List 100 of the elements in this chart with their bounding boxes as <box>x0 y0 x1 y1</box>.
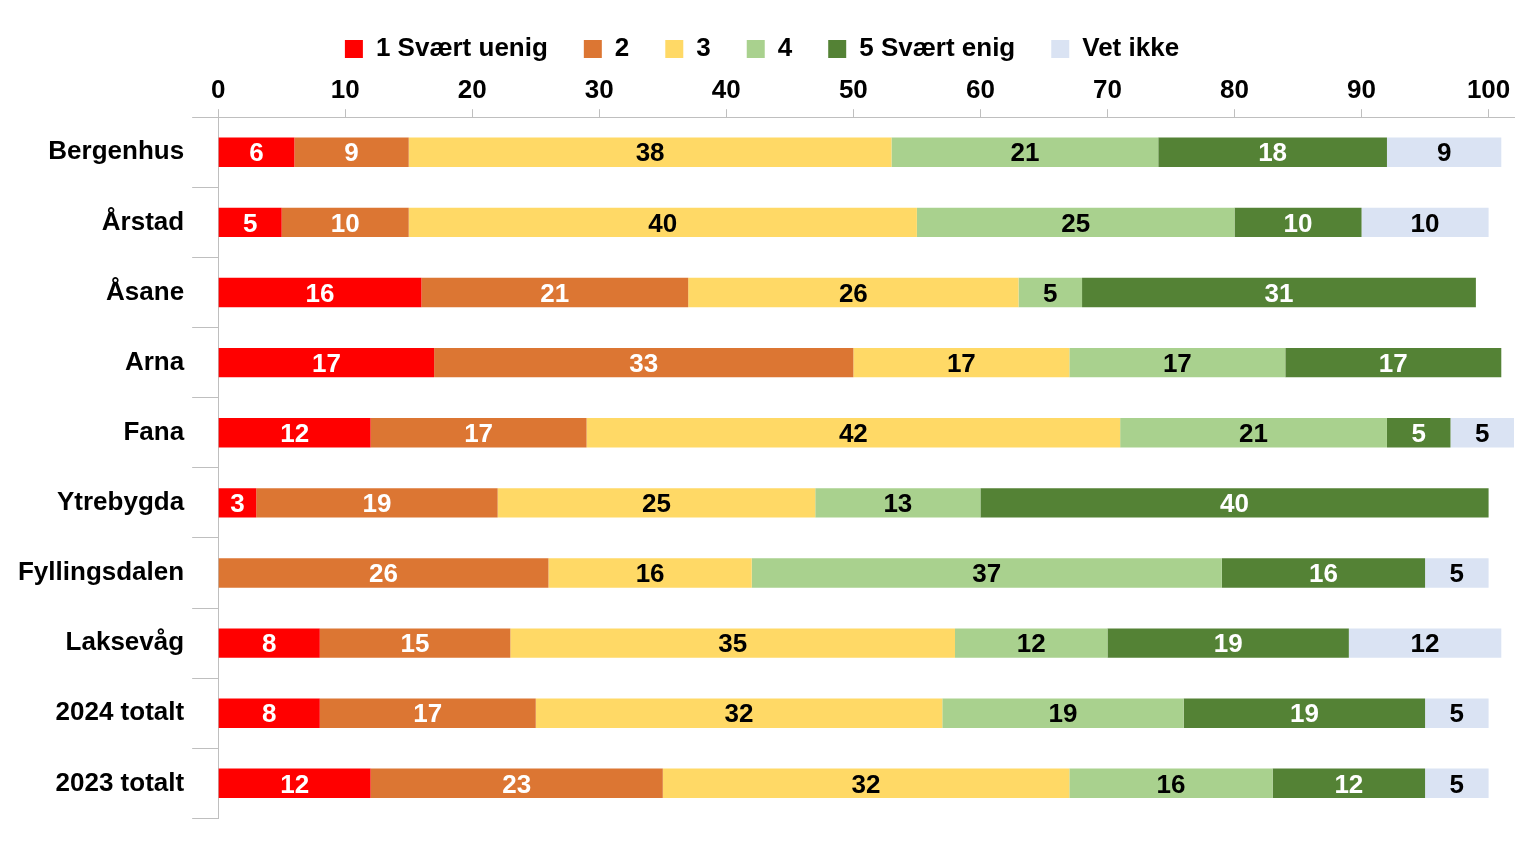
y-tick-label: Bergenhus <box>48 135 185 166</box>
bar <box>1361 207 1489 238</box>
bar <box>218 768 371 799</box>
data-label: 32 <box>851 768 881 799</box>
data-label: 25 <box>641 488 671 519</box>
data-label: 12 <box>1016 628 1046 659</box>
data-label: 26 <box>838 277 868 308</box>
data-label: 40 <box>1220 488 1249 519</box>
data-label: 12 <box>1410 628 1440 659</box>
y-tick-label: Ytrebygda <box>56 486 185 517</box>
data-label: 17 <box>311 347 341 378</box>
data-label: 19 <box>1213 628 1243 659</box>
bar <box>510 628 955 658</box>
bar <box>1285 347 1502 378</box>
data-label: 18 <box>1258 137 1288 168</box>
x-tick-label: 20 <box>457 73 487 104</box>
bar <box>281 207 409 238</box>
bar <box>218 347 435 378</box>
data-label: 19 <box>362 488 392 519</box>
data-label: 40 <box>648 207 678 238</box>
bar <box>218 277 422 308</box>
bar <box>1069 347 1286 378</box>
data-label: 26 <box>369 558 399 589</box>
bar <box>218 418 371 448</box>
x-tick-label: 30 <box>584 73 614 104</box>
bar <box>1386 137 1502 167</box>
bar <box>319 698 536 728</box>
bar <box>815 488 981 518</box>
data-label: 31 <box>1264 277 1294 308</box>
bar <box>548 558 752 588</box>
data-label: 9 <box>1436 137 1452 168</box>
bar <box>1107 628 1349 658</box>
bar <box>408 137 892 167</box>
bar <box>319 628 511 658</box>
data-label: 37 <box>972 558 1002 589</box>
legend-label: 2 <box>614 32 630 63</box>
y-tick-label: Fyllingsdalen <box>17 556 185 587</box>
legend-label: Vet ikke <box>1082 32 1180 63</box>
data-label: 19 <box>1048 698 1078 729</box>
x-tick-label: 40 <box>711 73 741 104</box>
data-label: 9 <box>344 137 359 168</box>
data-label: 35 <box>718 628 748 659</box>
data-label: 3 <box>230 488 245 519</box>
data-label: 5 <box>1449 558 1465 589</box>
bar <box>1425 558 1489 588</box>
data-label: 16 <box>305 277 335 308</box>
x-tick-label: 10 <box>330 73 360 104</box>
x-tick-label: 70 <box>1093 73 1122 104</box>
bar <box>497 488 816 518</box>
bar <box>916 207 1235 238</box>
data-label: 38 <box>635 137 665 168</box>
x-tick-label: 0 <box>210 73 226 104</box>
data-label: 5 <box>1043 277 1058 308</box>
data-label: 5 <box>1449 698 1465 729</box>
bar <box>942 698 1184 728</box>
data-label: 5 <box>1475 417 1490 448</box>
data-label: 21 <box>1239 417 1269 448</box>
bar <box>256 488 498 518</box>
data-label: 23 <box>502 768 532 799</box>
data-label: 8 <box>261 628 277 659</box>
data-label: 25 <box>1061 207 1091 238</box>
bar <box>1425 768 1489 799</box>
data-label: 10 <box>1283 207 1313 238</box>
x-tick-label: 90 <box>1347 73 1377 104</box>
bar <box>370 418 587 448</box>
data-label: 16 <box>1156 768 1186 799</box>
legend-label: 4 <box>777 32 793 63</box>
data-label: 15 <box>400 628 430 659</box>
data-label: 5 <box>1411 417 1426 448</box>
data-label: 13 <box>883 488 913 519</box>
bar <box>218 558 549 588</box>
x-tick-label: 50 <box>838 73 868 104</box>
data-label: 32 <box>724 698 754 729</box>
bar <box>1425 698 1489 728</box>
data-label: 16 <box>635 558 665 589</box>
bar <box>688 277 1019 308</box>
bar <box>218 698 320 728</box>
bar <box>955 628 1108 658</box>
data-label: 5 <box>242 207 258 238</box>
bar <box>1120 418 1387 448</box>
bar <box>662 768 1070 799</box>
bar <box>1069 768 1273 799</box>
y-tick-label: Åsane <box>106 275 185 306</box>
y-tick-label: Arna <box>124 345 185 376</box>
data-label: 33 <box>629 347 659 378</box>
bar <box>218 628 320 658</box>
data-label: 17 <box>464 417 494 448</box>
data-label: 10 <box>1410 207 1440 238</box>
legend-label: 1 Svært uenig <box>375 32 548 63</box>
data-label: 8 <box>261 698 277 729</box>
bar <box>408 207 917 238</box>
x-tick-label: 80 <box>1220 73 1249 104</box>
bar <box>1221 558 1426 588</box>
data-label: 19 <box>1289 698 1319 729</box>
y-tick-label: 2023 totalt <box>55 766 185 797</box>
y-tick-label: Årstad <box>101 205 185 236</box>
data-label: 10 <box>330 207 360 238</box>
legend-label: 5 Svært enig <box>859 32 1016 63</box>
bar <box>535 698 943 728</box>
bar <box>1183 698 1426 728</box>
